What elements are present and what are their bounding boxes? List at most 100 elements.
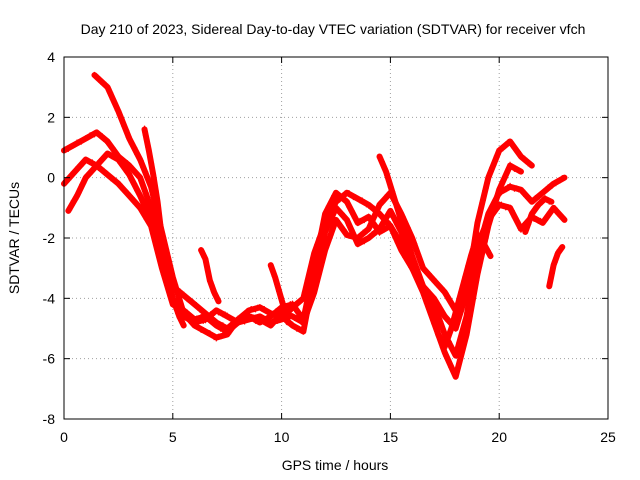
tick-layer: 0 5 10 15 20 25 -8 -6 -4 -2 0 2 4 [43, 49, 616, 445]
data-point-marker [476, 233, 482, 239]
data-point-marker [503, 142, 510, 148]
data-point-marker [456, 339, 463, 345]
data-point-marker [426, 299, 432, 306]
data-point-marker [380, 199, 386, 206]
data-point-marker [392, 230, 398, 236]
data-point-marker [480, 229, 486, 235]
y-tick-label: 4 [47, 49, 55, 65]
data-point-marker [135, 188, 141, 194]
data-point-marker [493, 197, 499, 203]
data-point-marker [389, 188, 396, 195]
data-point-marker [469, 251, 475, 257]
data-point-marker [143, 190, 149, 196]
data-point-marker [78, 139, 85, 145]
data-point-marker [463, 335, 469, 341]
data-point-marker [300, 321, 306, 327]
data-point-marker [540, 198, 546, 204]
data-point-marker [174, 307, 180, 313]
data-point-marker [492, 157, 499, 163]
data-point-marker [73, 167, 80, 174]
data-point-marker [118, 184, 125, 190]
data-point-marker [561, 175, 568, 181]
data-point-marker [333, 190, 339, 196]
data-point-marker [306, 304, 312, 310]
x-tick-label: 5 [169, 429, 177, 445]
data-point-marker [329, 228, 335, 234]
y-tick-label: -8 [43, 411, 56, 427]
data-point-marker [449, 364, 455, 370]
data-point-marker [557, 211, 563, 217]
data-point-marker [326, 220, 332, 226]
data-point-marker [390, 226, 396, 232]
data-point-marker [285, 319, 291, 326]
data-point-marker [150, 231, 157, 237]
data-point-marker [455, 344, 461, 350]
data-point-marker [420, 265, 426, 271]
data-point-marker [552, 205, 558, 211]
data-point-marker [298, 297, 305, 304]
data-point-marker [144, 193, 150, 199]
data-point-marker [561, 217, 568, 223]
data-point-marker [525, 221, 532, 227]
data-point-marker [412, 241, 418, 247]
series-track-6 [141, 125, 187, 329]
data-point-marker [345, 201, 351, 207]
data-point-marker [416, 252, 422, 258]
data-point-marker [101, 135, 107, 142]
data-point-marker [431, 276, 437, 282]
data-point-marker [210, 318, 216, 324]
data-point-marker [347, 204, 353, 211]
data-point-marker [321, 234, 327, 240]
data-point-marker [460, 326, 466, 332]
data-point-marker [367, 234, 374, 240]
series-track-9 [198, 247, 222, 305]
data-point-marker [309, 297, 315, 304]
data-point-marker [181, 291, 187, 297]
y-tick-label: -4 [43, 290, 56, 306]
data-point-marker [110, 97, 117, 103]
data-point-marker [526, 217, 532, 223]
data-point-marker [143, 205, 149, 211]
data-point-marker [516, 222, 522, 228]
data-point-marker [104, 138, 111, 145]
data-point-marker [549, 183, 555, 190]
data-point-marker [99, 133, 105, 139]
data-point-marker [293, 306, 300, 313]
data-point-marker [112, 100, 119, 107]
data-point-marker [73, 196, 79, 202]
data-point-marker [338, 224, 345, 230]
data-point-marker [455, 320, 461, 326]
data-point-marker [141, 165, 147, 171]
data-point-marker [170, 297, 177, 303]
data-point-marker [403, 231, 409, 237]
data-point-marker [327, 233, 333, 239]
data-point-marker [119, 116, 125, 122]
data-point-marker [460, 347, 466, 353]
data-point-marker [323, 245, 329, 251]
data-point-marker [439, 285, 445, 291]
data-point-marker [428, 274, 434, 280]
series-track-5 [376, 153, 494, 351]
x-tick-label: 10 [274, 429, 290, 445]
data-point-marker [177, 288, 183, 294]
data-point-marker [95, 130, 102, 136]
data-point-marker [507, 204, 513, 210]
data-point-marker [444, 293, 450, 299]
data-point-marker [206, 316, 212, 322]
data-point-marker [323, 208, 329, 214]
data-point-marker [542, 217, 549, 223]
data-point-marker [138, 158, 144, 164]
data-point-marker [172, 301, 178, 307]
data-point-marker [326, 202, 333, 209]
data-point-marker [482, 224, 488, 230]
data-point-marker [512, 145, 519, 152]
data-point-marker [69, 202, 75, 208]
data-point-marker [82, 176, 88, 182]
x-tick-label: 15 [383, 429, 399, 445]
x-axis-label: GPS time / hours [282, 457, 389, 473]
data-point-marker [274, 282, 281, 288]
data-point-marker [494, 152, 500, 158]
data-point-marker [543, 187, 549, 193]
data-point-marker [422, 288, 428, 294]
data-point-marker [156, 254, 163, 261]
